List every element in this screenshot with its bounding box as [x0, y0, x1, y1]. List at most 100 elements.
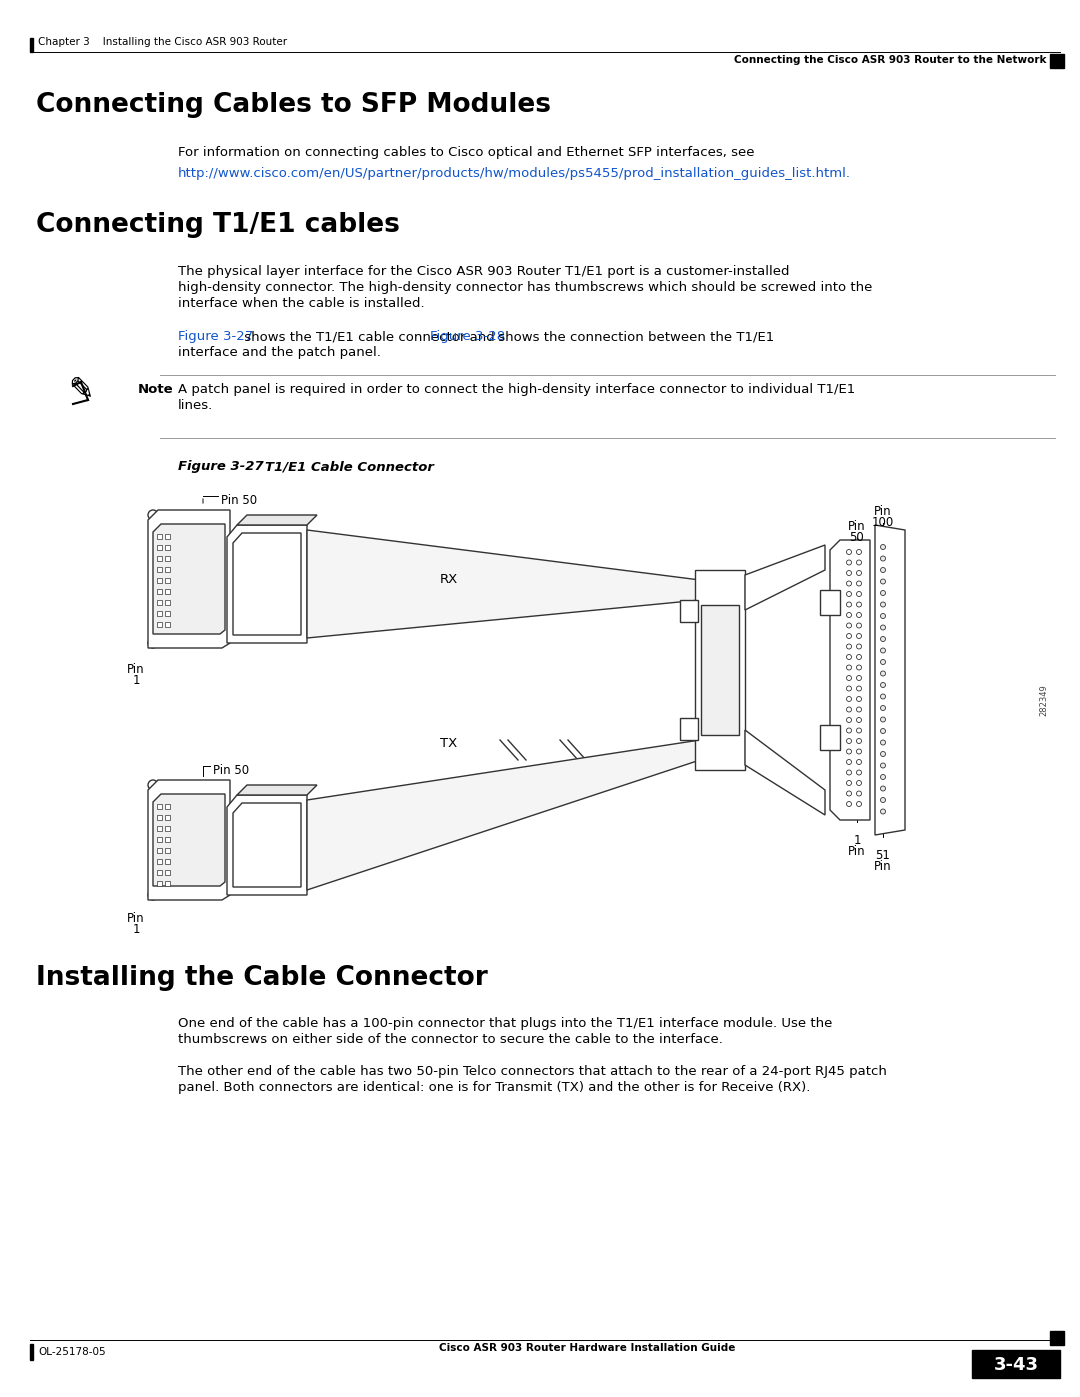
Text: panel. Both connectors are identical: one is for Transmit (TX) and the other is : panel. Both connectors are identical: on…: [178, 1081, 810, 1094]
Circle shape: [847, 697, 851, 701]
Bar: [972, 1350, 1059, 1377]
Circle shape: [847, 728, 851, 733]
Circle shape: [856, 791, 862, 796]
Circle shape: [880, 545, 886, 549]
Circle shape: [847, 581, 851, 585]
Polygon shape: [237, 785, 318, 795]
Polygon shape: [237, 515, 318, 525]
Circle shape: [847, 686, 851, 692]
Circle shape: [847, 802, 851, 806]
Bar: [165, 826, 170, 831]
Bar: [165, 578, 170, 583]
Text: high-density connector. The high-density connector has thumbscrews which should : high-density connector. The high-density…: [178, 281, 873, 293]
Circle shape: [881, 529, 889, 536]
Text: Connecting Cables to SFP Modules: Connecting Cables to SFP Modules: [36, 92, 551, 117]
Polygon shape: [831, 541, 870, 820]
Text: One end of the cable has a 100-pin connector that plugs into the T1/E1 interface: One end of the cable has a 100-pin conne…: [178, 1017, 833, 1030]
Bar: [680, 599, 698, 622]
Circle shape: [847, 718, 851, 722]
Text: Connecting the Cisco ASR 903 Router to the Network: Connecting the Cisco ASR 903 Router to t…: [733, 54, 1047, 66]
Text: Cisco ASR 903 Router Hardware Installation Guide: Cisco ASR 903 Router Hardware Installati…: [438, 1343, 735, 1354]
Circle shape: [880, 637, 886, 641]
Circle shape: [847, 633, 851, 638]
Circle shape: [880, 787, 886, 791]
Circle shape: [880, 591, 886, 595]
Circle shape: [853, 541, 861, 549]
Bar: [165, 534, 170, 539]
Bar: [165, 882, 170, 886]
Bar: [820, 725, 840, 750]
Text: Chapter 3    Installing the Cisco ASR 903 Router: Chapter 3 Installing the Cisco ASR 903 R…: [38, 36, 287, 47]
Bar: [165, 545, 170, 550]
Text: 282349: 282349: [1039, 685, 1049, 715]
Bar: [157, 567, 162, 571]
Text: lines.: lines.: [178, 400, 213, 412]
Circle shape: [856, 676, 862, 680]
Circle shape: [847, 676, 851, 680]
Text: RX: RX: [440, 573, 458, 585]
Circle shape: [847, 591, 851, 597]
Text: interface when the cable is installed.: interface when the cable is installed.: [178, 298, 424, 310]
Text: TX: TX: [440, 738, 457, 750]
Circle shape: [856, 770, 862, 775]
Circle shape: [880, 567, 886, 573]
Text: A patch panel is required in order to connect the high-density interface connect: A patch panel is required in order to co…: [178, 383, 855, 395]
Circle shape: [148, 638, 158, 648]
Text: T1/E1 Cable Connector: T1/E1 Cable Connector: [265, 460, 434, 474]
Polygon shape: [153, 524, 225, 634]
Circle shape: [880, 556, 886, 562]
Circle shape: [880, 602, 886, 608]
Text: 1: 1: [853, 834, 861, 847]
Polygon shape: [148, 780, 230, 900]
Bar: [165, 622, 170, 627]
Circle shape: [148, 890, 158, 900]
Circle shape: [856, 570, 862, 576]
Polygon shape: [233, 534, 301, 636]
Text: http://www.cisco.com/en/US/partner/products/hw/modules/ps5455/prod_installation_: http://www.cisco.com/en/US/partner/produ…: [178, 168, 851, 180]
Text: For information on connecting cables to Cisco optical and Ethernet SFP interface: For information on connecting cables to …: [178, 147, 755, 159]
Circle shape: [847, 665, 851, 671]
Text: Figure 3-28: Figure 3-28: [430, 330, 505, 344]
Bar: [157, 859, 162, 863]
Text: Pin: Pin: [127, 664, 145, 676]
Circle shape: [880, 752, 886, 757]
Bar: [820, 590, 840, 615]
Bar: [165, 599, 170, 605]
Bar: [157, 590, 162, 594]
Text: Pin: Pin: [848, 845, 866, 858]
Bar: [157, 837, 162, 842]
Circle shape: [856, 623, 862, 629]
Circle shape: [856, 728, 862, 733]
Bar: [157, 556, 162, 562]
Bar: [157, 578, 162, 583]
Bar: [165, 556, 170, 562]
Bar: [157, 826, 162, 831]
Bar: [165, 870, 170, 875]
Text: Connecting T1/E1 cables: Connecting T1/E1 cables: [36, 212, 400, 237]
Circle shape: [847, 560, 851, 564]
Text: Figure 3-27: Figure 3-27: [178, 460, 264, 474]
Text: Pin: Pin: [848, 520, 866, 534]
Circle shape: [856, 802, 862, 806]
Circle shape: [880, 694, 886, 698]
Circle shape: [847, 612, 851, 617]
Circle shape: [847, 749, 851, 754]
Circle shape: [847, 570, 851, 576]
Circle shape: [847, 707, 851, 712]
Bar: [157, 882, 162, 886]
Circle shape: [847, 644, 851, 650]
Circle shape: [856, 707, 862, 712]
Circle shape: [847, 739, 851, 743]
Circle shape: [856, 739, 862, 743]
Circle shape: [856, 560, 862, 564]
Circle shape: [881, 823, 889, 831]
Bar: [157, 870, 162, 875]
Circle shape: [880, 624, 886, 630]
Circle shape: [148, 780, 158, 789]
Text: interface and the patch panel.: interface and the patch panel.: [178, 346, 381, 359]
Bar: [165, 610, 170, 616]
Bar: [157, 814, 162, 820]
Polygon shape: [233, 803, 301, 887]
Circle shape: [856, 781, 862, 785]
Text: 51: 51: [876, 849, 890, 862]
